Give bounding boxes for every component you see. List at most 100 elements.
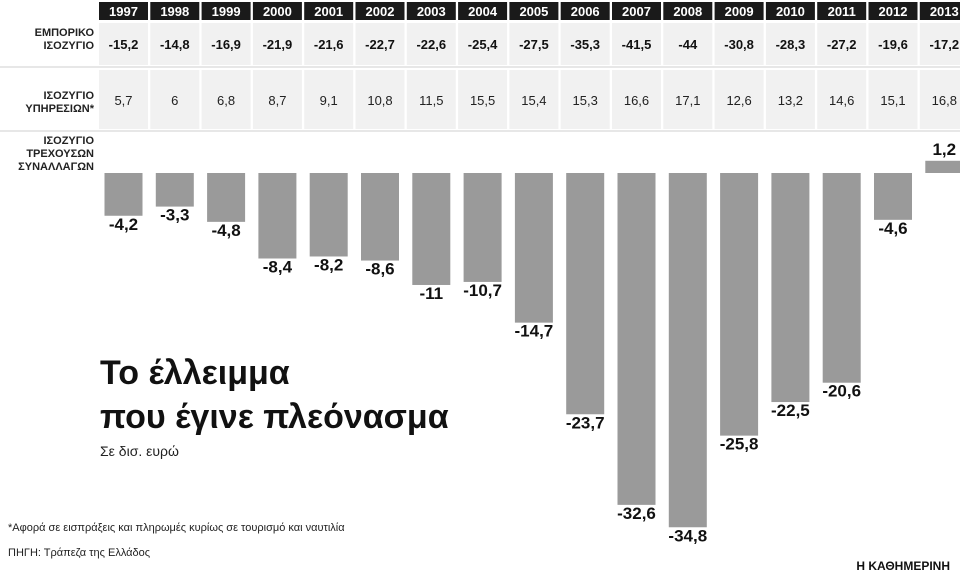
year-header-cell xyxy=(406,2,456,20)
services-value: 8,7 xyxy=(268,93,286,108)
chart-subtitle: Σε δισ. ευρώ xyxy=(100,443,179,459)
trade-value: -21,9 xyxy=(263,37,293,52)
services-cell xyxy=(406,70,456,129)
services-cell xyxy=(868,70,918,129)
year-header-cell xyxy=(663,2,713,20)
year-label: 2008 xyxy=(673,4,702,19)
trade-value: -14,8 xyxy=(160,37,190,52)
year-header-cell xyxy=(150,2,200,20)
trade-value: -44 xyxy=(678,37,698,52)
year-label: 2003 xyxy=(417,4,446,19)
services-value: 6,8 xyxy=(217,93,235,108)
year-label: 2001 xyxy=(314,4,343,19)
bar-value-label: -10,7 xyxy=(463,281,502,300)
year-header-cell xyxy=(458,2,508,20)
bar-value-label: -32,6 xyxy=(617,504,656,523)
trade-cell xyxy=(560,23,610,65)
services-value: 15,1 xyxy=(880,93,905,108)
bar xyxy=(874,173,912,220)
row-label-services: ΙΣΟΖΥΓΙΟ ΥΠΗΡΕΣΙΩΝ* xyxy=(25,90,94,115)
year-label: 1998 xyxy=(160,4,189,19)
chart-title: Το έλλειμμα που έγινε πλεόνασμα xyxy=(100,354,449,436)
services-cell xyxy=(201,70,251,129)
services-value: 10,8 xyxy=(367,93,392,108)
year-header-cell xyxy=(817,2,867,20)
services-value: 13,2 xyxy=(778,93,803,108)
bar-value-label: -22,5 xyxy=(771,401,810,420)
trade-cell xyxy=(406,23,456,65)
year-header-cell xyxy=(509,2,559,20)
trade-cell xyxy=(458,23,508,65)
year-label: 2009 xyxy=(725,4,754,19)
row-label-trade: ΕΜΠΟΡΙΚΟ ΙΣΟΖΥΓΙΟ xyxy=(35,27,95,52)
bar-value-label: -20,6 xyxy=(822,382,861,401)
services-cell xyxy=(150,70,200,129)
trade-value: -16,9 xyxy=(211,37,241,52)
trade-cell xyxy=(150,23,200,65)
year-header-cell xyxy=(714,2,764,20)
services-cell xyxy=(560,70,610,129)
bar-value-label: 1,2 xyxy=(932,140,956,159)
bar xyxy=(668,173,707,528)
services-value: 5,7 xyxy=(114,93,132,108)
bar-value-label: -34,8 xyxy=(668,526,707,545)
services-value: 12,6 xyxy=(726,93,751,108)
bar-value-label: -8,2 xyxy=(314,255,343,274)
bar xyxy=(258,173,297,259)
bar-value-label: -8,6 xyxy=(365,260,394,279)
bar xyxy=(720,173,759,436)
year-label: 2011 xyxy=(828,4,856,19)
year-header-cell xyxy=(612,2,661,20)
year-label: 1999 xyxy=(212,4,241,19)
services-value: 9,1 xyxy=(320,93,338,108)
services-cell xyxy=(458,70,508,129)
table-cells: 1997 -15,2 5,7 1998 -14,8 6 1999 -16,9 6,8 2000 -2… xyxy=(109,4,959,108)
services-value: 16,6 xyxy=(624,93,649,108)
trade-cell xyxy=(817,23,867,65)
services-cell xyxy=(919,70,960,129)
brand-logo-text: Η ΚΑΘΗΜΕΡΙΝΗ xyxy=(856,559,950,573)
trade-value: -17,2 xyxy=(929,37,959,52)
services-cell xyxy=(817,70,867,129)
bar xyxy=(514,173,553,323)
trade-cell xyxy=(201,23,251,65)
services-value: 17,1 xyxy=(675,93,700,108)
row-labels: ΕΜΠΟΡΙΚΟ ΙΣΟΖΥΓΙΟ ΙΣΟΖΥΓΙΟ ΥΠΗΡΕΣΙΩΝ* ΙΣΟΖ… xyxy=(18,27,95,173)
services-value: 16,8 xyxy=(932,93,957,108)
trade-cell xyxy=(714,23,764,65)
trade-cell xyxy=(99,23,148,65)
trade-cell xyxy=(663,23,713,65)
year-label: 2010 xyxy=(776,4,805,19)
bar xyxy=(155,173,194,207)
services-value: 15,3 xyxy=(573,93,598,108)
bars: -4,2 -3,3 -4,8 -8,4 -8,2 -8,6 -11 -10,7 -14,7 -23… xyxy=(104,140,960,545)
title-line-2: που έγινε πλεόνασμα xyxy=(100,398,449,436)
bar-value-label: -8,4 xyxy=(263,258,293,277)
trade-cell xyxy=(765,23,815,65)
services-cell xyxy=(252,70,302,129)
trade-cell xyxy=(919,23,960,65)
year-header-cell xyxy=(201,2,251,20)
year-header-cell xyxy=(765,2,815,20)
bar-value-label: -4,6 xyxy=(878,219,907,238)
trade-value: -35,3 xyxy=(570,37,600,52)
footnote: *Αφορά σε εισπράξεις και πληρωμές κυρίως… xyxy=(8,522,345,534)
bar xyxy=(309,173,348,257)
bar xyxy=(412,173,451,285)
title-line-1: Το έλλειμμα xyxy=(100,354,290,392)
table-grid xyxy=(0,2,960,132)
year-label: 2012 xyxy=(879,4,908,19)
services-cell xyxy=(714,70,764,129)
services-value: 6 xyxy=(171,93,178,108)
services-cell xyxy=(765,70,815,129)
year-label: 2013 xyxy=(930,4,959,19)
bar-value-label: -4,2 xyxy=(109,215,138,234)
services-cell xyxy=(663,70,713,129)
year-label: 2006 xyxy=(571,4,600,19)
year-header-cell xyxy=(304,2,354,20)
trade-cell xyxy=(612,23,661,65)
services-value: 15,5 xyxy=(470,93,495,108)
services-value: 15,4 xyxy=(521,93,546,108)
row-label-current-account: ΙΣΟΖΥΓΙΟ ΤΡΕΧΟΥΣΩΝ ΣΥΝΑΛΛΑΓΩΝ xyxy=(18,135,94,173)
bar xyxy=(617,173,656,505)
